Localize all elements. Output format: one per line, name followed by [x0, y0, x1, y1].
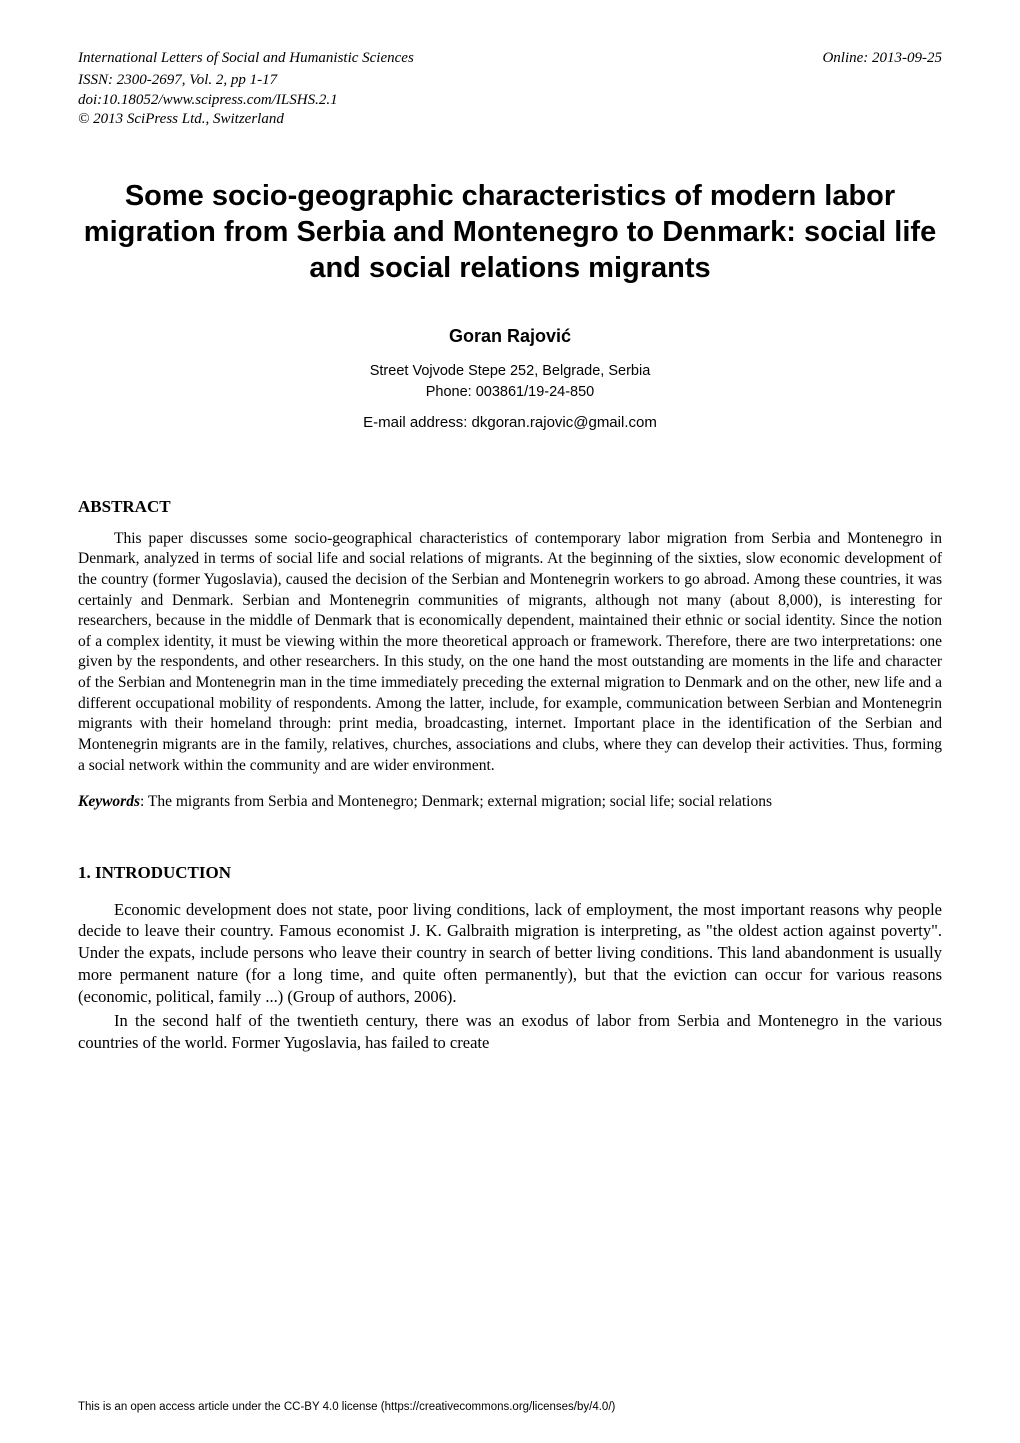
issn-line: ISSN: 2300-2697, Vol. 2, pp 1-17: [78, 71, 942, 91]
author-affiliation: Street Vojvode Stepe 252, Belgrade, Serb…: [78, 361, 942, 402]
online-date: Online: 2013-09-25: [822, 48, 942, 69]
copyright-line: © 2013 SciPress Ltd., Switzerland: [78, 110, 942, 130]
introduction-heading: 1. INTRODUCTION: [78, 861, 942, 885]
intro-paragraph-1: Economic development does not state, poo…: [78, 899, 942, 1009]
affiliation-address: Street Vojvode Stepe 252, Belgrade, Serb…: [370, 363, 651, 379]
author-email: E-mail address: dkgoran.rajovic@gmail.co…: [78, 412, 942, 433]
abstract-body: This paper discusses some socio-geograph…: [78, 529, 942, 776]
affiliation-phone: Phone: 003861/19-24-850: [426, 384, 595, 400]
paper-title: Some socio-geographic characteristics of…: [78, 178, 942, 287]
intro-paragraph-2: In the second half of the twentieth cent…: [78, 1010, 942, 1054]
header-row: International Letters of Social and Huma…: [78, 48, 942, 69]
keywords-line: Keywords: The migrants from Serbia and M…: [78, 792, 942, 813]
doi-line: doi:10.18052/www.scipress.com/ILSHS.2.1: [78, 91, 942, 111]
keywords-text: : The migrants from Serbia and Montenegr…: [140, 793, 772, 810]
license-footer: This is an open access article under the…: [78, 1399, 615, 1415]
journal-name: International Letters of Social and Huma…: [78, 48, 414, 69]
abstract-heading: ABSTRACT: [78, 495, 942, 519]
author-name: Goran Rajović: [78, 324, 942, 349]
keywords-label: Keywords: [78, 793, 140, 810]
